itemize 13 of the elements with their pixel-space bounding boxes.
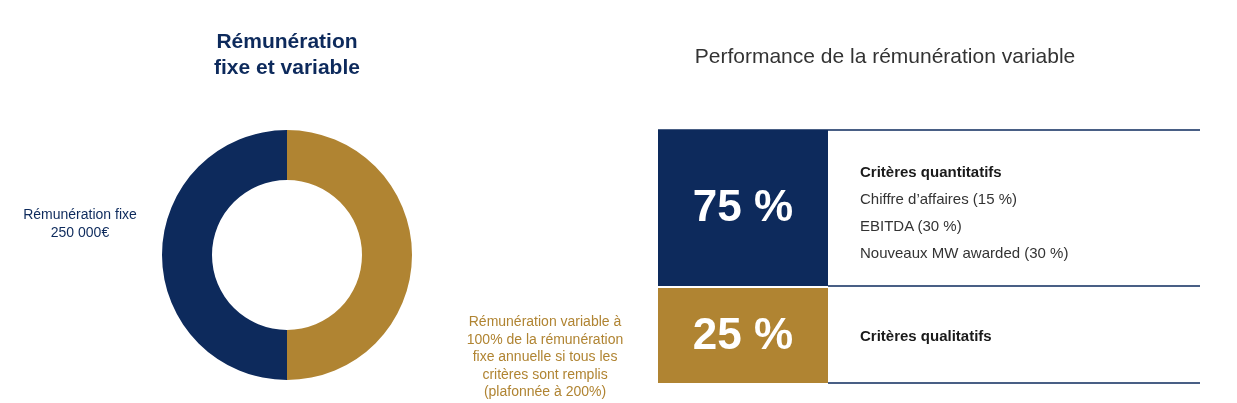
donut-slice (287, 130, 412, 380)
text: Performance de la rémunération variable (694, 44, 1076, 67)
category-label: Critères quantitatifs (860, 163, 1002, 180)
slice-label: Rémunération fixe 250 000€ (23, 206, 138, 240)
text: Chiffre d’affaires (15 %) (860, 190, 1018, 207)
data-label: 25 % (692, 308, 794, 358)
text: Nouveaux MW awarded (30 %) (860, 244, 1069, 261)
slice-label: Rémunération variable à 100% de la rémunération fixe annuelle si tous les critères sont remplis (plafonnée à 200%) (466, 313, 624, 399)
data-label: 75 % (692, 181, 794, 230)
text: EBITDA (30 %) (860, 217, 962, 234)
donut-slice (162, 130, 287, 380)
category-label: Critères qualitatifs (860, 326, 992, 344)
chart-title: Rémunération fixe et variable (214, 29, 360, 79)
